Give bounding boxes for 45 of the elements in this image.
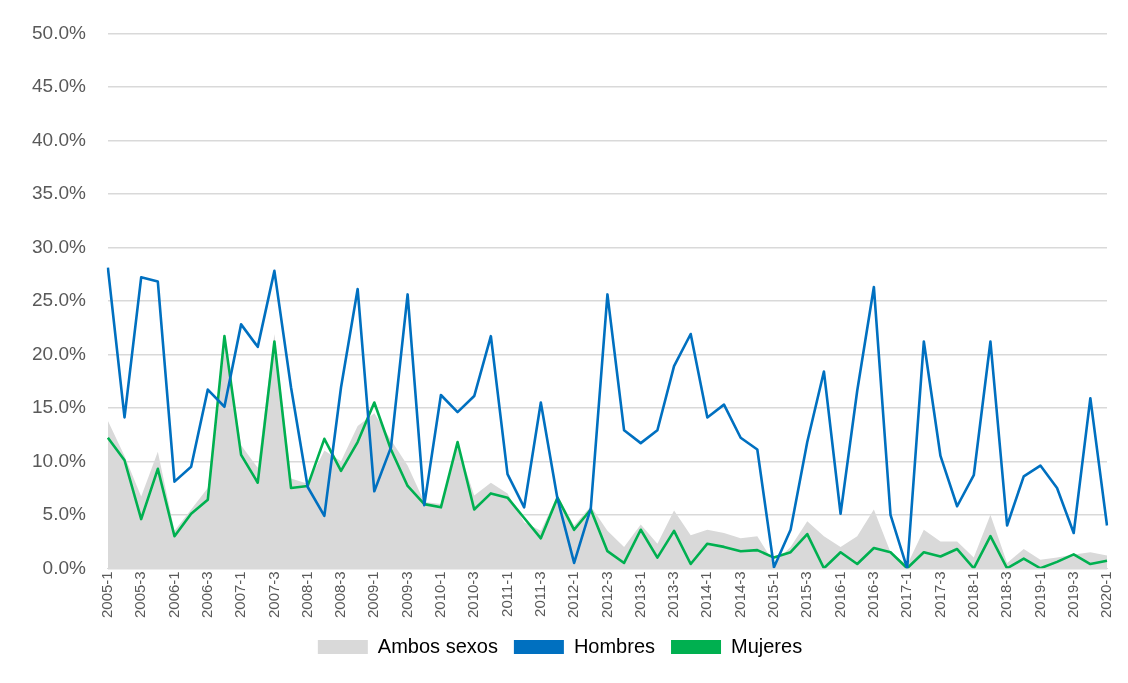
legend-label: Mujeres	[731, 634, 803, 657]
x-tick-label: 2015-1	[764, 571, 782, 619]
y-tick-label: 25.0%	[32, 289, 86, 311]
y-tick-label: 35.0%	[32, 182, 86, 204]
y-tick-label: 50.0%	[32, 21, 86, 43]
x-tick-label: 2015-3	[797, 571, 815, 619]
y-tick-label: 5.0%	[42, 503, 86, 525]
y-tick-label: 30.0%	[32, 235, 86, 257]
x-tick-label: 2009-3	[397, 571, 415, 619]
x-tick-label: 2018-1	[963, 571, 981, 619]
x-tick-label: 2008-3	[331, 571, 349, 619]
x-tick-label: 2010-3	[464, 571, 482, 619]
y-tick-label: 45.0%	[32, 75, 86, 97]
x-tick-label: 2016-1	[830, 571, 848, 619]
x-tick-label: 2018-3	[997, 571, 1015, 619]
x-tick-label: 2013-1	[630, 571, 648, 619]
y-tick-label: 20.0%	[32, 342, 86, 364]
x-tick-label: 2009-1	[364, 571, 382, 619]
x-tick-label: 2019-3	[1063, 571, 1081, 619]
y-tick-label: 10.0%	[32, 449, 86, 471]
y-tick-label: 40.0%	[32, 128, 86, 150]
y-tick-label: 0.0%	[42, 556, 86, 578]
x-tick-label: 2006-1	[164, 571, 182, 619]
x-tick-label: 2005-1	[98, 571, 116, 619]
x-tick-label: 2014-3	[730, 571, 748, 619]
x-tick-label: 2010-1	[431, 571, 449, 619]
x-tick-label: 2017-1	[897, 571, 915, 619]
x-tick-label: 2011-3	[530, 571, 548, 617]
x-tick-label: 2012-3	[597, 571, 615, 619]
x-tick-label: 2014-1	[697, 571, 715, 619]
legend-label: Ambos sexos	[377, 634, 498, 657]
x-tick-label: 2005-3	[131, 571, 149, 619]
x-tick-label: 2020-1	[1097, 571, 1115, 619]
x-tick-label: 2016-3	[864, 571, 882, 619]
x-tick-label: 2012-1	[564, 571, 582, 619]
x-tick-label: 2007-1	[231, 571, 249, 619]
x-tick-label: 2011-1	[497, 571, 515, 617]
x-tick-label: 2019-1	[1030, 571, 1048, 619]
x-tick-label: 2008-1	[297, 571, 315, 619]
x-tick-label: 2007-3	[264, 571, 282, 619]
x-tick-label: 2017-3	[930, 571, 948, 619]
legend-label: Hombres	[573, 634, 656, 657]
x-tick-label: 2006-3	[197, 571, 215, 619]
y-tick-label: 15.0%	[32, 396, 86, 418]
x-tick-label: 2013-3	[664, 571, 682, 619]
